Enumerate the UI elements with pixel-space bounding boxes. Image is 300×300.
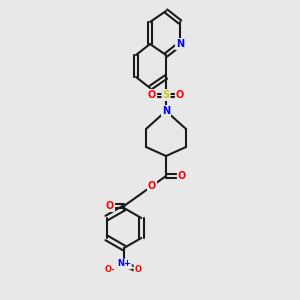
Text: O: O xyxy=(148,181,156,191)
Text: O: O xyxy=(176,90,184,100)
Text: O: O xyxy=(178,171,186,181)
Text: N: N xyxy=(176,39,184,49)
Text: O: O xyxy=(148,90,156,100)
Text: O: O xyxy=(106,201,114,211)
Text: N+: N+ xyxy=(117,260,131,268)
Text: O: O xyxy=(134,266,142,274)
Text: S: S xyxy=(162,90,169,100)
Text: N: N xyxy=(162,106,170,116)
Text: O-: O- xyxy=(105,266,116,274)
